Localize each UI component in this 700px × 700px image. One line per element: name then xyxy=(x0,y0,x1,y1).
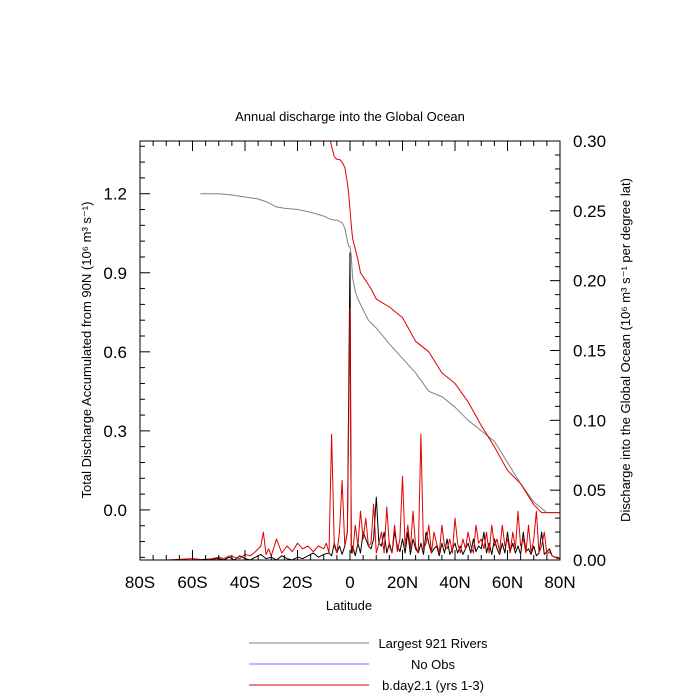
y-right-tick-label: 0.10 xyxy=(573,411,606,430)
x-tick-label: 40N xyxy=(439,573,470,592)
legend-label: b.day2.1 (yrs 1-3) xyxy=(382,678,484,693)
series-line-0 xyxy=(200,193,560,514)
y-left-tick-label: 0.6 xyxy=(103,343,127,362)
y-right-tick-label: 0.15 xyxy=(573,342,606,361)
y-left-tick-label: 0.9 xyxy=(103,264,127,283)
axes: 80S 60S 40S 20S 0 20N 40N 60N 80N 0.0 0.3 0.6 0.9 1.2… xyxy=(103,132,606,592)
x-tick-label: 20N xyxy=(387,573,418,592)
series-line-4 xyxy=(140,308,560,560)
x-tick-label: 80N xyxy=(544,573,575,592)
x-axis-label: Latitude xyxy=(326,598,372,613)
y-right-tick-label: 0.25 xyxy=(573,202,606,221)
legend-label: No Obs xyxy=(411,657,456,672)
y-left-tick-label: 0.0 xyxy=(103,501,127,520)
y-left-tick-label: 1.2 xyxy=(103,185,127,204)
y-left-tick-label: 0.3 xyxy=(103,422,127,441)
plot-area xyxy=(140,141,560,560)
x-tick-label: 20S xyxy=(282,573,312,592)
x-tick-label: 40S xyxy=(230,573,260,592)
series-line-2 xyxy=(329,141,560,514)
y-left-axis-label: Total Discharge Accumulated from 90N (10… xyxy=(79,202,94,499)
series-line-3 xyxy=(140,252,560,560)
y-right-tick-label: 0.20 xyxy=(573,272,606,291)
legend: Largest 921 Rivers No Obs b.day2.1 (yrs 1-… xyxy=(249,636,488,693)
y-right-tick-label: 0.30 xyxy=(573,132,606,151)
x-tick-label: 0 xyxy=(345,573,354,592)
legend-label: Largest 921 Rivers xyxy=(378,636,488,651)
y-right-tick-label: 0.00 xyxy=(573,551,606,570)
x-tick-label: 60S xyxy=(177,573,207,592)
x-tick-label: 80S xyxy=(125,573,155,592)
y-right-axis-label: Discharge into the Global Ocean (10⁶ m³ … xyxy=(618,178,633,522)
y-right-tick-label: 0.05 xyxy=(573,481,606,500)
x-tick-label: 60N xyxy=(492,573,523,592)
chart-title: Annual discharge into the Global Ocean xyxy=(235,109,465,124)
